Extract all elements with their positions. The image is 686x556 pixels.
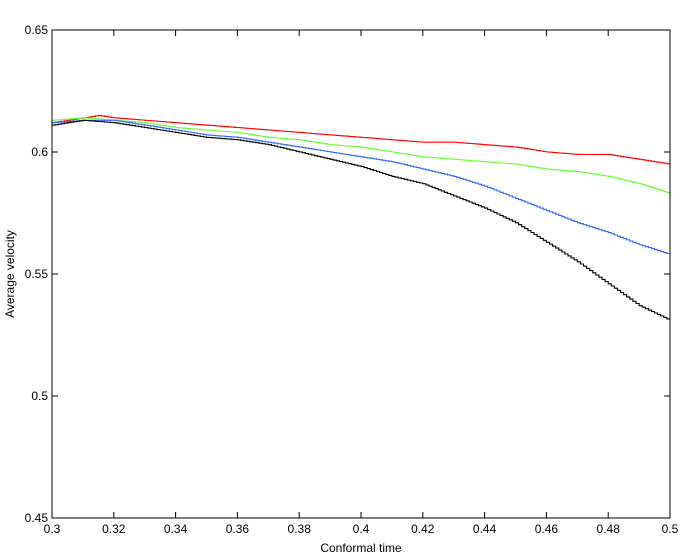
x-axis-title: Conformal time bbox=[320, 541, 402, 555]
x-tick-label: 0.48 bbox=[597, 522, 621, 536]
y-tick-label: 0.5 bbox=[31, 389, 48, 403]
x-tick-label: 0.46 bbox=[535, 522, 559, 536]
x-tick-label: 0.38 bbox=[288, 522, 312, 536]
series-line-4 bbox=[52, 119, 671, 321]
x-tick-label: 0.44 bbox=[473, 522, 497, 536]
x-tick-label: 0.3 bbox=[44, 522, 61, 536]
y-tick-label: 0.45 bbox=[25, 511, 49, 525]
series-line-1 bbox=[52, 114, 671, 165]
series-line-3 bbox=[52, 119, 671, 255]
series-line-2 bbox=[52, 117, 671, 194]
ticks: 0.3 0.32 0.34 0.36 0.38 0.4 0.42 0.44 0.46 0.48 0.… bbox=[25, 23, 679, 536]
x-tick-label: 0.42 bbox=[411, 522, 435, 536]
axes-box bbox=[51, 29, 671, 519]
y-tick-label: 0.6 bbox=[31, 145, 48, 159]
x-tick-label: 0.5 bbox=[662, 522, 679, 536]
x-tick-label: 0.32 bbox=[102, 522, 126, 536]
x-tick-label: 0.36 bbox=[226, 522, 250, 536]
y-axis-title: Average velocity bbox=[3, 230, 17, 318]
x-tick-label: 0.4 bbox=[353, 522, 370, 536]
y-tick-label: 0.65 bbox=[25, 23, 49, 37]
plot-area bbox=[52, 114, 671, 321]
y-tick-label: 0.55 bbox=[25, 267, 49, 281]
x-tick-label: 0.34 bbox=[164, 522, 188, 536]
